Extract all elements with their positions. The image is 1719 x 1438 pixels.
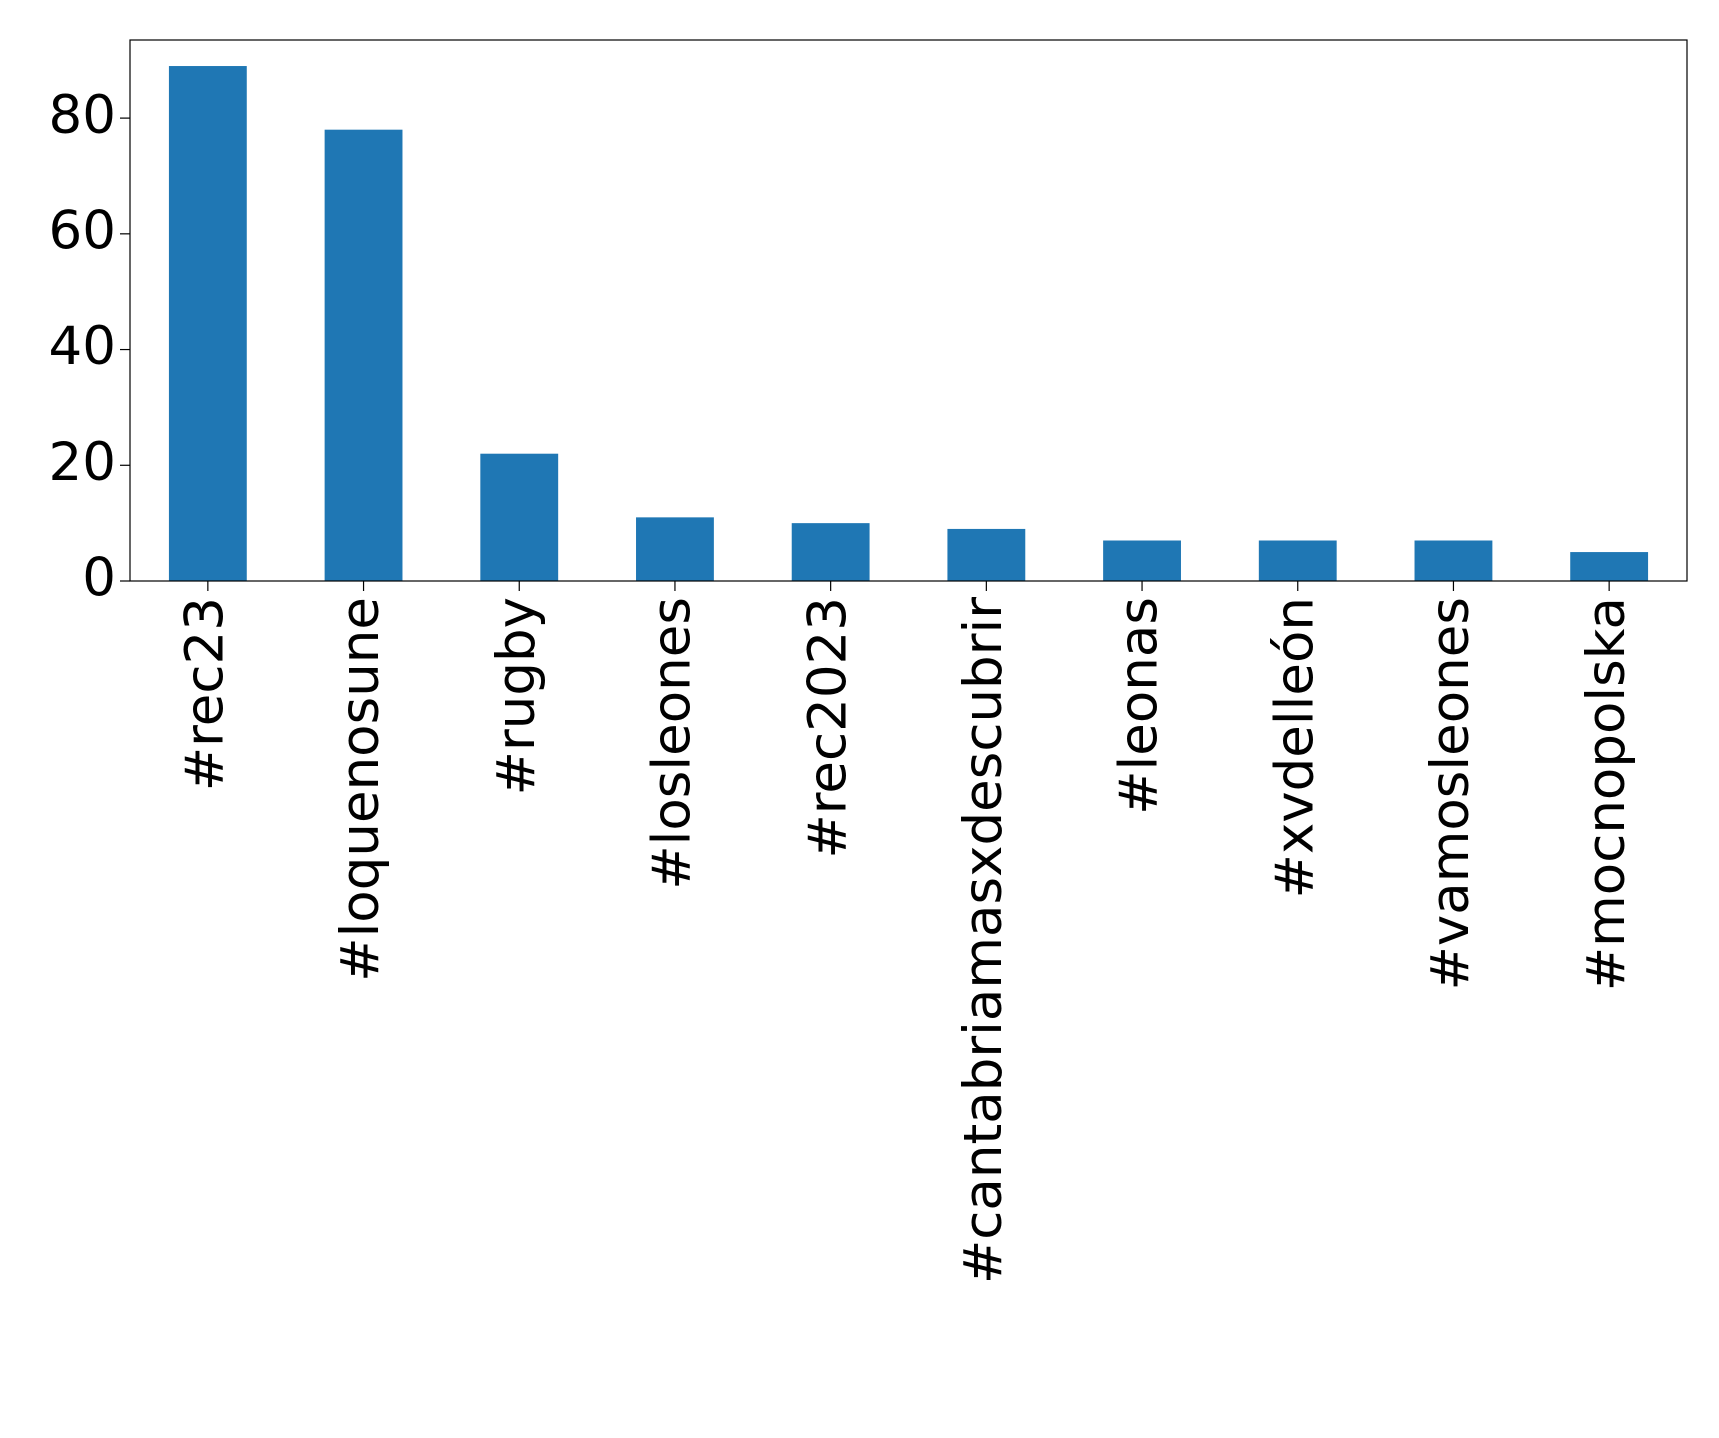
y-tick-label: 60 (49, 200, 116, 261)
x-tick-label: #losleones (642, 597, 703, 890)
bar (947, 528, 1026, 581)
bar (480, 453, 559, 581)
bar (168, 66, 247, 582)
y-tick-label: 80 (49, 85, 116, 146)
y-tick-label: 0 (82, 548, 116, 609)
x-tick-label: #rugby (486, 597, 547, 795)
plot-frame (129, 39, 1688, 582)
y-tick-label: 20 (49, 432, 116, 493)
x-tick-label: #rec2023 (797, 597, 858, 859)
x-tick-label: #loquenosune (330, 597, 391, 982)
x-tick-label: #cantabriamasxdescubrir (953, 597, 1014, 1284)
bar (1258, 540, 1337, 581)
bar (636, 517, 714, 581)
y-tick-label: 40 (49, 316, 116, 377)
bar (1570, 552, 1649, 581)
x-tick-label: #mocnopolska (1576, 597, 1637, 991)
bar (324, 129, 403, 581)
bar (1103, 540, 1181, 581)
bar (791, 523, 870, 581)
x-tick-label: #rec23 (174, 597, 235, 791)
x-tick-label: #xvdelleón (1264, 597, 1325, 898)
bar (1414, 540, 1493, 581)
x-tick-label: #vamosleones (1420, 597, 1481, 991)
x-tick-label: #leonas (1109, 597, 1170, 815)
